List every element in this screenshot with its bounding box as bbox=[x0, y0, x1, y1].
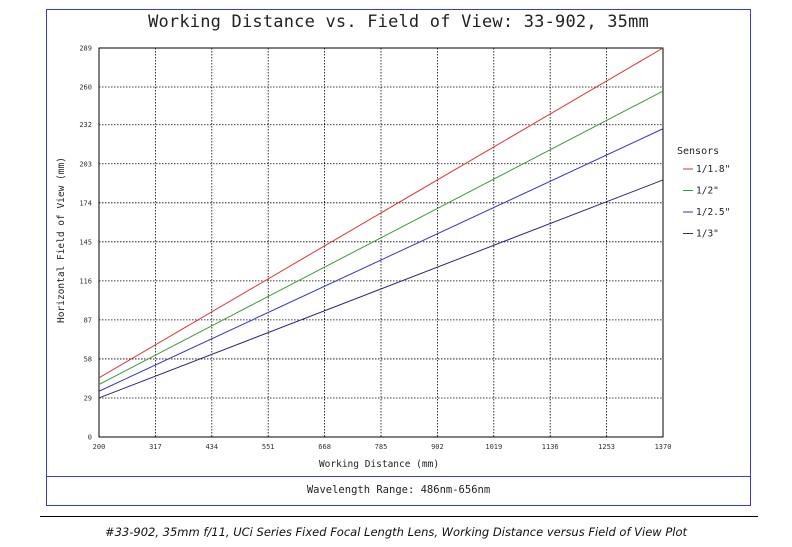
legend-title: Sensors bbox=[677, 146, 719, 157]
chart-title: Working Distance vs. Field of View: 33-9… bbox=[148, 12, 649, 32]
y-tick-label: 260 bbox=[79, 84, 92, 92]
y-tick-label: 203 bbox=[79, 160, 92, 168]
wavelength-range: Wavelength Range: 486nm-656nm bbox=[306, 484, 491, 496]
series-line bbox=[98, 90, 664, 385]
x-tick-label: 1019 bbox=[485, 443, 502, 451]
x-tick-label: 200 bbox=[93, 443, 106, 451]
y-axis-label: Horizontal Field of View (mm) bbox=[56, 157, 67, 323]
y-tick-label: 174 bbox=[79, 199, 92, 207]
y-tick-label: 58 bbox=[84, 355, 92, 363]
x-tick-label: 902 bbox=[431, 443, 444, 451]
x-tick-label: 317 bbox=[149, 443, 162, 451]
y-tick-label: 116 bbox=[79, 277, 92, 285]
figure-caption: #33-902, 35mm f/11, UCi Series Fixed Foc… bbox=[104, 525, 688, 539]
caption-rule bbox=[40, 516, 758, 517]
series-line bbox=[98, 128, 664, 392]
x-tick-label: 1253 bbox=[598, 443, 615, 451]
chart-frame bbox=[46, 9, 751, 506]
x-tick-label: 1370 bbox=[655, 443, 672, 451]
x-axis-label: Working Distance (mm) bbox=[319, 459, 439, 470]
y-tick-label: 145 bbox=[79, 238, 92, 246]
y-tick-label: 232 bbox=[79, 121, 92, 129]
x-tick-label: 551 bbox=[262, 443, 275, 451]
y-tick-label: 0 bbox=[88, 434, 92, 442]
legend-entry: 1/2.5" bbox=[696, 207, 730, 218]
x-tick-label: 785 bbox=[375, 443, 388, 451]
x-tick-label: 434 bbox=[205, 443, 218, 451]
y-tick-label: 87 bbox=[84, 316, 92, 324]
y-tick-label: 29 bbox=[84, 394, 92, 402]
footer-divider bbox=[46, 476, 751, 477]
y-tick-label: 289 bbox=[79, 45, 92, 53]
x-tick-label: 1136 bbox=[542, 443, 559, 451]
legend-entry: 1/2" bbox=[696, 186, 719, 197]
x-tick-label: 668 bbox=[318, 443, 331, 451]
series-line bbox=[98, 179, 664, 399]
series-line bbox=[98, 47, 664, 379]
legend-entry: 1/3" bbox=[696, 229, 719, 240]
legend-entry: 1/1.8" bbox=[696, 164, 730, 175]
